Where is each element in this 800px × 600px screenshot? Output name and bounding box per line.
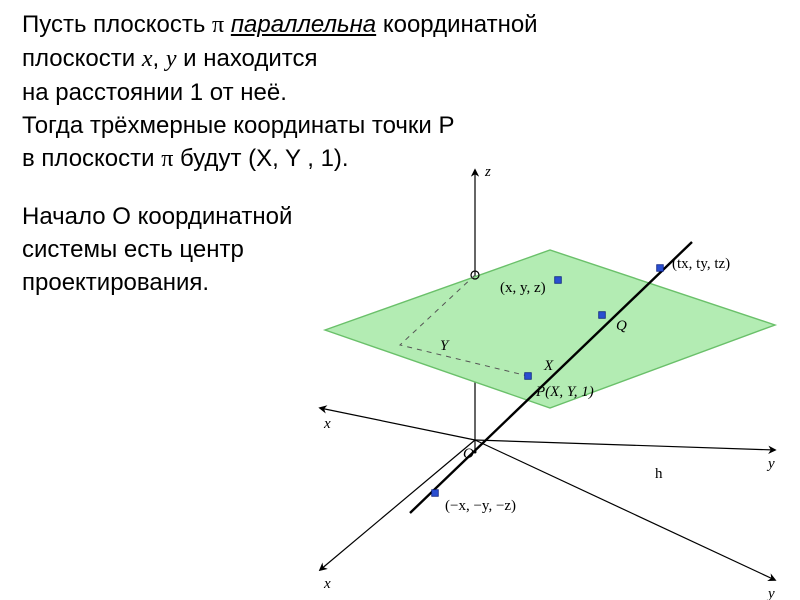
label-X: X [543,358,554,374]
p1-line1-pi: π [212,12,224,38]
paragraph-1: Пусть плоскость π параллельна координатн… [22,8,538,177]
projective-diagram: z x y x y O X Y Q P(X, Y, 1) (x, y, z) (… [300,160,800,600]
label-Q: Q [616,318,627,334]
p2-line3: проектирования. [22,269,209,296]
label-y-upper: y [766,456,775,472]
label-x-lower: x [323,576,331,592]
y-axis-lower [475,440,775,580]
label-neg: (−x, −y, −z) [445,498,516,514]
p2-line1: Начало O координатной [22,203,292,230]
label-xyz: (x, y, z) [500,280,546,296]
label-footnote: h [655,466,663,482]
marker-neg [432,490,439,497]
p1-line5-a: в плоскости [22,145,161,172]
p1-line2-a: плоскости [22,45,142,72]
label-P: P(X, Y, 1) [535,384,594,400]
paragraph-2: Начало O координатной системы есть центр… [22,200,292,299]
marker-p [525,373,532,380]
label-O: O [463,446,474,462]
p1-line5-pi: π [161,146,173,172]
p1-line4: Тогда трёхмерные координаты точки P [22,112,455,139]
y-axis-upper [475,440,775,450]
label-txyz: (tx, ty, tz) [672,256,730,272]
label-y-lower: y [766,586,775,600]
p1-line1-a: Пусть плоскость [22,11,212,38]
label-x-upper: x [323,416,331,432]
p1-line1-parallel: параллельна [231,11,376,38]
label-z: z [484,164,491,180]
p2-line2: системы есть центр [22,236,244,263]
p1-line2-x: x [142,46,153,72]
x-axis-upper [320,408,475,440]
p1-line2-b: и находится [176,45,317,72]
p1-line1-b [224,11,231,38]
p1-line1-c: координатной [376,11,537,38]
marker-txyz [657,265,664,272]
p1-line2-comma: , [152,45,165,72]
p1-line3: на расстоянии 1 от неё. [22,79,287,106]
p1-line2-y: y [166,46,177,72]
marker-xyz [555,277,562,284]
marker-q [599,312,606,319]
